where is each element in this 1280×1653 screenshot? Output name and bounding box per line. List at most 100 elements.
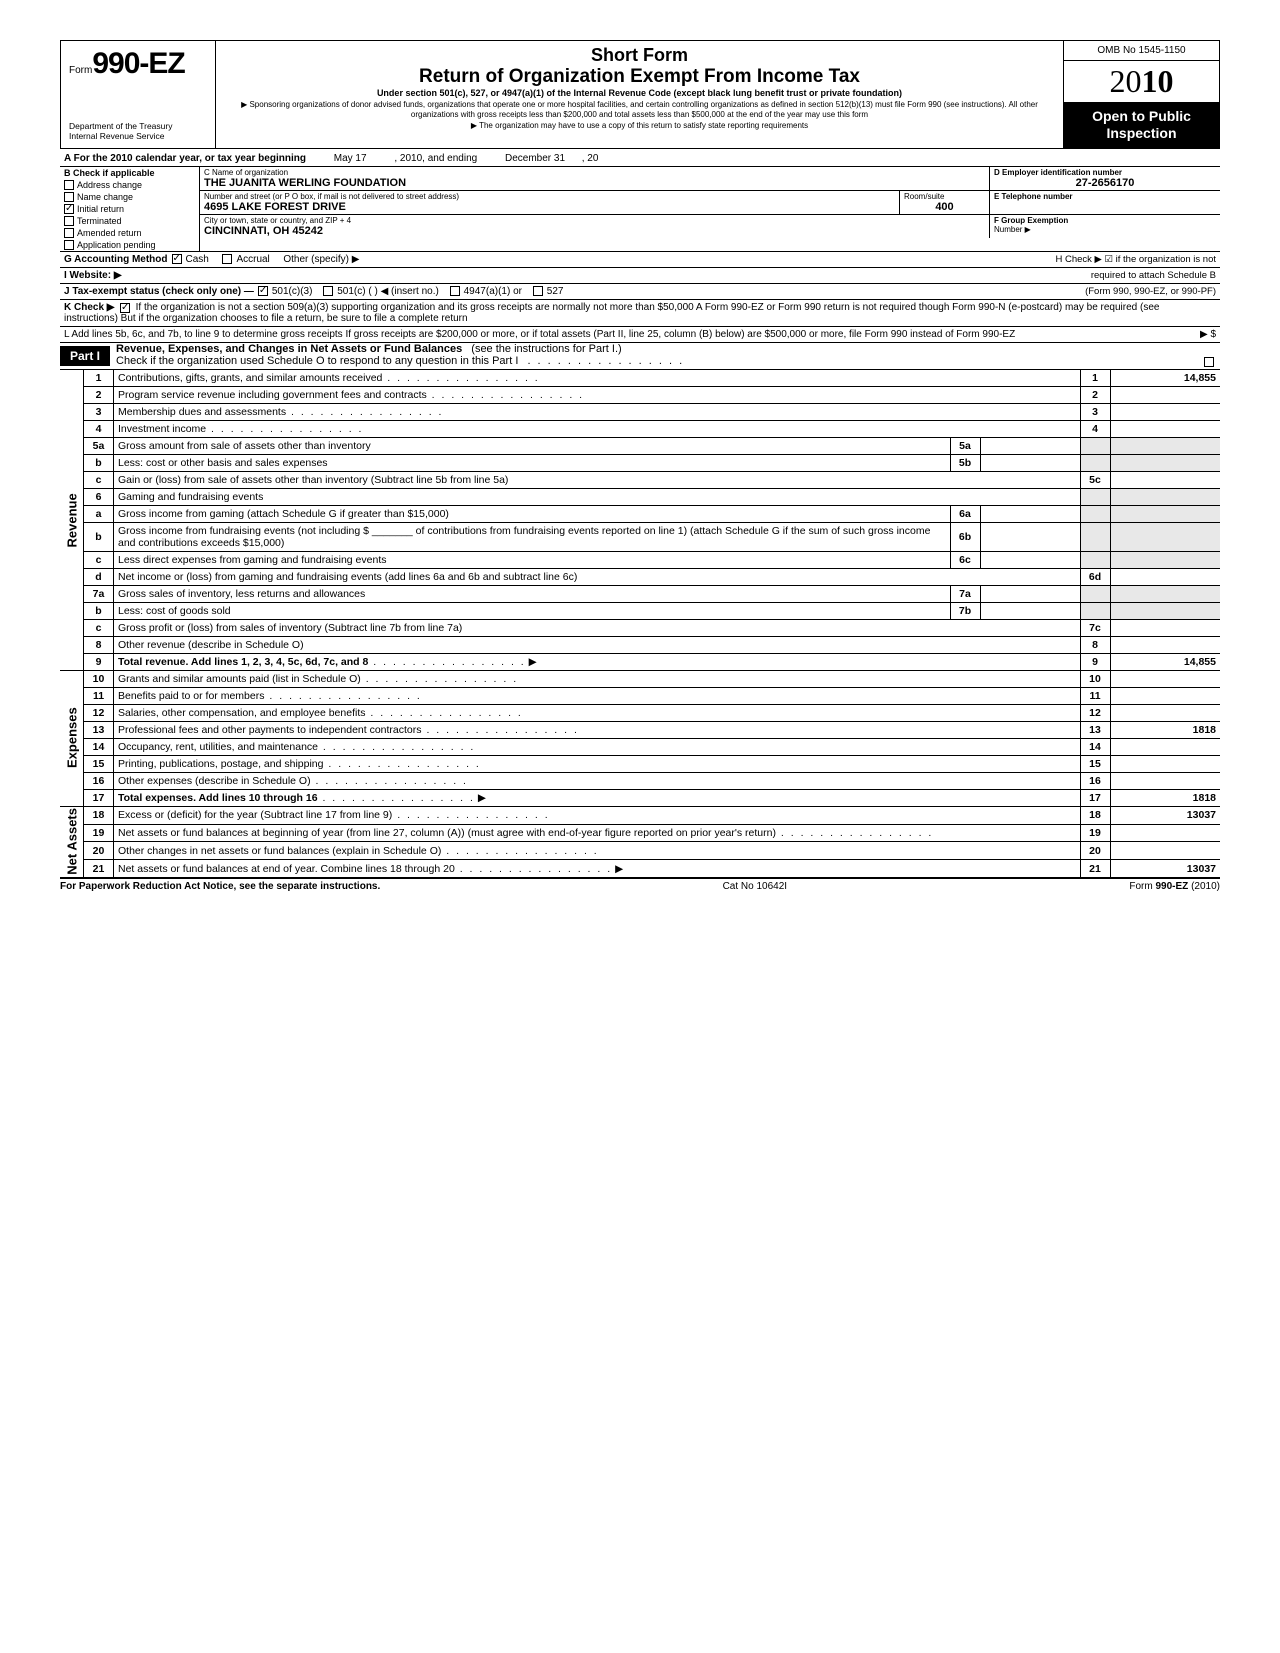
checkbox-icon[interactable] [120, 303, 130, 313]
line-desc: Grants and similar amounts paid (list in… [118, 673, 361, 685]
sub-label: 5a [950, 437, 980, 454]
ein: 27-2656170 [994, 177, 1216, 189]
line-num: 3 [84, 403, 114, 420]
box-num: 8 [1080, 636, 1110, 653]
sub-val [980, 437, 1080, 454]
grey-box [1110, 505, 1220, 522]
box-num: 10 [1080, 670, 1110, 687]
box-num: 15 [1080, 755, 1110, 772]
table-row: 13 Professional fees and other payments … [60, 721, 1220, 738]
table-row: b Less: cost or other basis and sales ex… [60, 454, 1220, 471]
g-accrual: Accrual [236, 254, 269, 265]
b-label-5: Application pending [77, 240, 156, 250]
room-suite: 400 [904, 201, 985, 213]
checkbox-icon[interactable] [1204, 357, 1214, 367]
e-label: E Telephone number [994, 192, 1216, 201]
table-row: b Less: cost of goods sold 7b [60, 602, 1220, 619]
grey-box [1080, 602, 1110, 619]
tax-year: 2010 [1064, 61, 1219, 102]
b-item-5[interactable]: Application pending [60, 239, 199, 251]
grey-box [1080, 505, 1110, 522]
sub-label: 6b [950, 522, 980, 551]
line-desc: Membership dues and assessments [118, 406, 286, 418]
footer: For Paperwork Reduction Act Notice, see … [60, 878, 1220, 894]
form-header: Form 990-EZ Department of the Treasury I… [60, 40, 1220, 149]
line-num: 17 [84, 789, 114, 806]
checkbox-icon[interactable] [450, 286, 460, 296]
box-num: 18 [1080, 806, 1110, 824]
line-num: 11 [84, 687, 114, 704]
grey-box [1110, 488, 1220, 505]
row-a: A For the 2010 calendar year, or tax yea… [60, 151, 1220, 167]
table-row: 6 Gaming and fundraising events [60, 488, 1220, 505]
b-label-0: Address change [77, 180, 142, 190]
l-text: L Add lines 5b, 6c, and 7b, to line 9 to… [64, 329, 1015, 340]
part-badge: Part I [60, 346, 110, 366]
sub-val [980, 454, 1080, 471]
footer-left: For Paperwork Reduction Act Notice, see … [60, 881, 380, 892]
checkbox-icon [64, 192, 74, 202]
table-row: 12 Salaries, other compensation, and emp… [60, 704, 1220, 721]
line-num: 6 [84, 488, 114, 505]
table-row: 11 Benefits paid to or for members 11 [60, 687, 1220, 704]
b-item-0[interactable]: Address change [60, 179, 199, 191]
grey-box [1110, 522, 1220, 551]
line-num: 13 [84, 721, 114, 738]
line-desc: Excess or (deficit) for the year (Subtra… [118, 809, 392, 821]
table-row: 7a Gross sales of inventory, less return… [60, 585, 1220, 602]
box-num: 1 [1080, 370, 1110, 387]
box-num: 12 [1080, 704, 1110, 721]
box-val [1110, 420, 1220, 437]
table-row: 4 Investment income 4 [60, 420, 1220, 437]
line-num: c [84, 551, 114, 568]
line-num: b [84, 602, 114, 619]
box-val [1110, 772, 1220, 789]
grey-box [1110, 437, 1220, 454]
h-note: H Check ▶ ☑ if the organization is not [1055, 254, 1216, 265]
b-item-2[interactable]: Initial return [60, 203, 199, 215]
g-label: G Accounting Method [64, 254, 168, 265]
line-desc: Less: cost or other basis and sales expe… [118, 457, 328, 469]
line-desc: Salaries, other compensation, and employ… [118, 707, 365, 719]
open2: Inspection [1066, 125, 1217, 142]
row-a-label: A For the 2010 calendar year, or tax yea… [64, 153, 306, 164]
checkbox-icon[interactable] [323, 286, 333, 296]
subtitle: Under section 501(c), 527, or 4947(a)(1)… [226, 88, 1053, 98]
f-sub: Number ▶ [994, 225, 1216, 234]
bf-grid: B Check if applicable Address change Nam… [60, 167, 1220, 252]
checkbox-icon[interactable] [222, 254, 232, 264]
line-num: 12 [84, 704, 114, 721]
row-a-begin: May 17 [334, 153, 367, 164]
line-desc: Gross profit or (loss) from sales of inv… [118, 622, 462, 634]
box-val: 13037 [1110, 806, 1220, 824]
b-item-3[interactable]: Terminated [60, 215, 199, 227]
b-item-4[interactable]: Amended return [60, 227, 199, 239]
checkbox-icon[interactable] [172, 254, 182, 264]
grey-box [1080, 522, 1110, 551]
grey-box [1110, 454, 1220, 471]
line-num: 4 [84, 420, 114, 437]
box-num: 17 [1080, 789, 1110, 806]
city-label: City or town, state or country, and ZIP … [204, 216, 985, 225]
checkbox-icon[interactable] [533, 286, 543, 296]
checkbox-icon[interactable] [258, 286, 268, 296]
line-desc: Gross income from gaming (attach Schedul… [118, 508, 449, 520]
b-item-1[interactable]: Name change [60, 191, 199, 203]
box-val: 14,855 [1110, 370, 1220, 387]
line-desc: Other expenses (describe in Schedule O) [118, 775, 311, 787]
box-num: 14 [1080, 738, 1110, 755]
box-num: 11 [1080, 687, 1110, 704]
g-cash: Cash [186, 254, 209, 265]
table-row: Net Assets 18 Excess or (deficit) for th… [60, 806, 1220, 824]
grey-box [1110, 551, 1220, 568]
box-val [1110, 755, 1220, 772]
line-num: c [84, 619, 114, 636]
table-row: 21 Net assets or fund balances at end of… [60, 860, 1220, 878]
line-num: 7a [84, 585, 114, 602]
line-num: 18 [84, 806, 114, 824]
sub-label: 7a [950, 585, 980, 602]
line-desc: Net assets or fund balances at beginning… [118, 827, 776, 839]
box-num: 2 [1080, 386, 1110, 403]
line-num: 5a [84, 437, 114, 454]
box-num: 20 [1080, 842, 1110, 860]
